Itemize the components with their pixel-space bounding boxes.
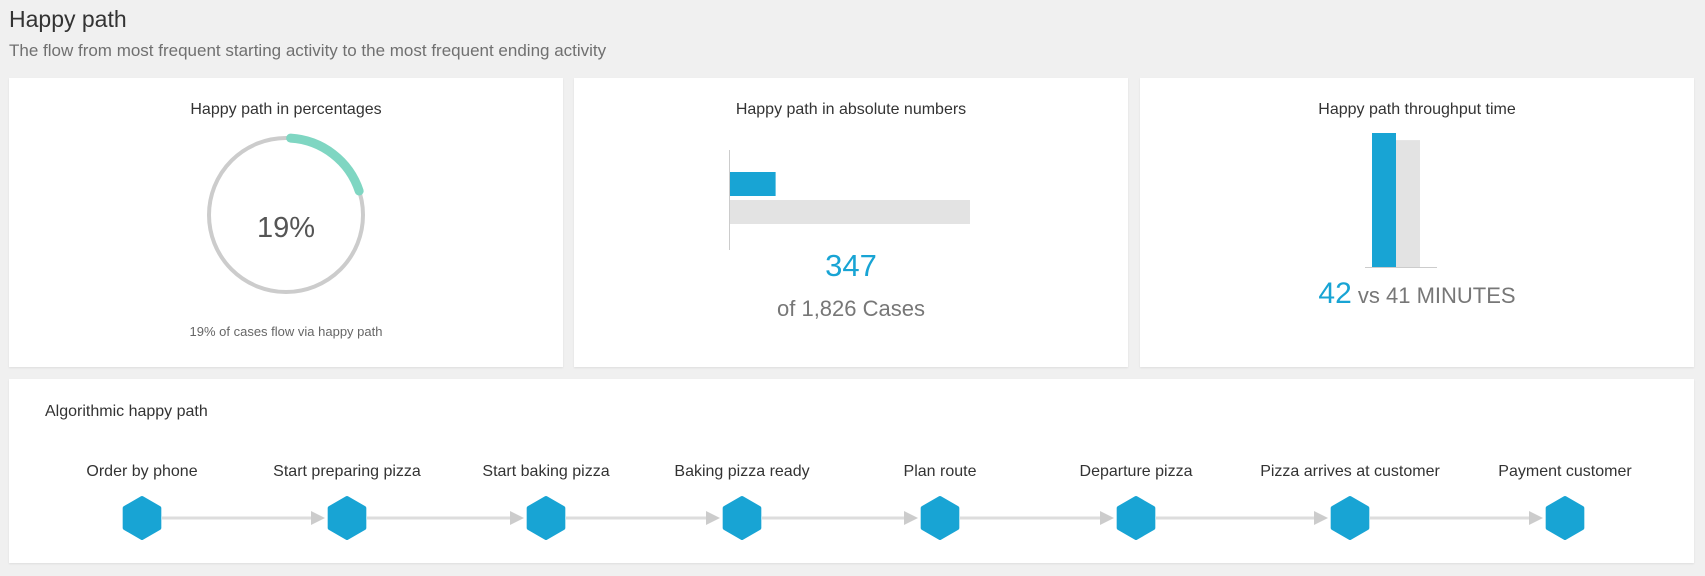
activity-node-icon[interactable] xyxy=(327,496,367,540)
percentage-caption: 19% of cases flow via happy path xyxy=(189,324,383,339)
throughput-value: 42 xyxy=(1318,277,1352,310)
activity-label: Start preparing pizza xyxy=(273,463,421,480)
flow-arrow-icon xyxy=(311,511,325,525)
flow-arrow-icon xyxy=(1529,511,1543,525)
activity-node-icon[interactable] xyxy=(920,496,960,540)
absolute-value: 347 xyxy=(825,248,877,283)
throughput-summary: 42 vs 41 MINUTES xyxy=(1140,277,1694,311)
activity-label: Payment customer xyxy=(1498,463,1632,480)
activity-node-icon[interactable] xyxy=(526,496,566,540)
flow-arrow-icon xyxy=(904,511,918,525)
activity-node-icon[interactable] xyxy=(1116,496,1156,540)
activity-label: Baking pizza ready xyxy=(674,463,810,480)
algorithmic-happy-path-card: Algorithmic happy path Order by phone Sta… xyxy=(9,379,1694,563)
total-cases-bar xyxy=(730,200,970,224)
happy-cases-bar xyxy=(730,172,776,196)
flow-arrow-icon xyxy=(1100,511,1114,525)
throughput-comparison: vs 41 MINUTES xyxy=(1357,283,1516,308)
percentage-value: 19% xyxy=(256,212,316,244)
activity-label: Plan route xyxy=(903,463,977,480)
happy-path-flow xyxy=(122,496,1585,540)
page-title: Happy path xyxy=(9,6,127,32)
card-title: Happy path in absolute numbers xyxy=(735,101,967,118)
happy-path-percentage-card: Happy path in percentages 19% 19% of cas… xyxy=(9,78,563,367)
page-subtitle: The flow from most frequent starting act… xyxy=(9,41,607,60)
card-title: Happy path throughput time xyxy=(1318,101,1516,118)
activity-label: Pizza arrives at customer xyxy=(1260,463,1440,480)
activity-label: Departure pizza xyxy=(1079,463,1193,480)
card-title: Happy path in percentages xyxy=(190,101,382,118)
algorithmic-title: Algorithmic happy path xyxy=(45,403,208,420)
flow-arrow-icon xyxy=(706,511,720,525)
happy-path-absolute-card: Happy path in absolute numbers 347 of 1,… xyxy=(574,78,1128,367)
throughput-bar-chart xyxy=(1365,133,1437,268)
activity-label: Order by phone xyxy=(86,463,198,480)
activity-node-icon[interactable] xyxy=(122,496,162,540)
absolute-caption: of 1,826 Cases xyxy=(777,296,925,321)
absolute-bar-chart xyxy=(729,150,970,250)
activity-node-icon[interactable] xyxy=(1330,496,1370,540)
flow-arrow-icon xyxy=(1314,511,1328,525)
percentage-gauge xyxy=(207,133,365,294)
average-throughput-bar xyxy=(1396,140,1420,267)
happy-path-throughput-card: Happy path throughput time 42 vs 41 MINU… xyxy=(1140,78,1694,367)
happy-throughput-bar xyxy=(1372,133,1396,267)
activity-node-icon[interactable] xyxy=(722,496,762,540)
gauge-arc xyxy=(286,133,364,196)
activity-node-icon[interactable] xyxy=(1545,496,1585,540)
activity-label: Start baking pizza xyxy=(482,463,610,480)
flow-arrow-icon xyxy=(510,511,524,525)
gauge-track xyxy=(207,136,365,294)
